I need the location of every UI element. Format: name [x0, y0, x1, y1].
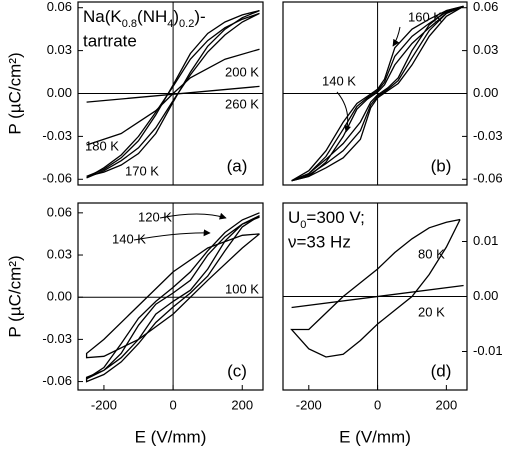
hysteresis-loop: [85, 233, 260, 359]
label-part: U: [288, 208, 300, 227]
plot-frame: [77, 202, 264, 391]
label-part: )-: [194, 7, 205, 26]
y-tick-label: 0.03: [473, 42, 498, 57]
curve-label: 120 K: [138, 209, 172, 224]
subscript: 0: [300, 219, 306, 231]
sample-label: Na(K0.8(NH4)0.2)-: [83, 7, 206, 29]
curve-label: 140 K: [322, 73, 356, 88]
x-tick-label: 200: [436, 397, 458, 412]
label-arrow: [159, 212, 227, 220]
sample-label: U0=300 V;: [288, 208, 365, 230]
y-tick-label: -0.03: [473, 128, 503, 143]
y-tick-label: 0.00: [47, 85, 72, 100]
y-tick-label: 0.00: [473, 288, 498, 303]
y-tick-label: -0.06: [42, 171, 72, 186]
label-arrow: [392, 26, 401, 47]
subscript: 0.2: [179, 18, 194, 30]
curve-label: 260 K: [225, 96, 259, 111]
y-axis-label: P (µC/cm²): [5, 52, 24, 134]
hysteresis-loop: [86, 85, 260, 103]
y-tick-label: -0.06: [42, 373, 72, 388]
panel-label: (a): [227, 156, 248, 175]
hysteresis-loop: [86, 9, 260, 178]
y-tick-label: 0.03: [47, 246, 72, 261]
x-tick-label: 0: [169, 397, 176, 412]
sample-label: tartrate: [83, 31, 137, 50]
curve-label: 20 K: [418, 304, 445, 319]
hysteresis-loop: [85, 212, 260, 383]
hysteresis-loop: [86, 48, 260, 146]
x-tick-label: 200: [231, 397, 253, 412]
x-tick-label: -200: [296, 397, 322, 412]
x-axis-label: E (V/mm): [339, 427, 411, 446]
y-tick-label: -0.03: [42, 331, 72, 346]
y-tick-label: 0.00: [47, 289, 72, 304]
panel-label: (b): [431, 156, 452, 175]
curve-label: 200 K: [225, 64, 259, 79]
y-tick-label: 0.06: [473, 0, 498, 14]
hysteresis-loop: [85, 215, 260, 380]
subscript: 4: [167, 18, 173, 30]
label-part: Na(K: [83, 7, 122, 26]
panel-label: (c): [227, 361, 247, 380]
y-tick-label: 0.06: [47, 204, 72, 219]
y-tick-label: 0.00: [473, 85, 498, 100]
sample-label: ν=33 Hz: [288, 232, 351, 251]
hysteresis-loop: [291, 284, 464, 309]
subscript: 0.8: [122, 18, 137, 30]
curve-label: 100 K: [225, 281, 259, 296]
label-part: =300 V;: [306, 208, 364, 227]
y-axis-label: P (µC/cm²): [5, 255, 24, 337]
x-tick-label: -200: [91, 397, 117, 412]
curve-label: 80 K: [418, 246, 445, 261]
curve-label: 180 K: [85, 138, 119, 153]
y-tick-label: 0.06: [47, 0, 72, 14]
curve-label: 140 K: [112, 231, 146, 246]
panel-label: (d): [431, 361, 452, 380]
y-tick-label: 0.01: [473, 233, 498, 248]
x-axis-label: E (V/mm): [135, 427, 207, 446]
y-tick-label: -0.06: [473, 171, 503, 186]
y-tick-label: 0.03: [47, 42, 72, 57]
curve-label: 160 K: [408, 9, 442, 24]
y-tick-label: -0.03: [42, 128, 72, 143]
y-tick-label: -0.01: [473, 343, 503, 358]
hysteresis-loop: [291, 5, 464, 182]
label-part: (NH: [137, 7, 167, 26]
label-part: ): [173, 7, 179, 26]
hysteresis-loop: [290, 218, 461, 358]
label-arrow: [336, 91, 352, 133]
label-arrow: [133, 229, 211, 241]
x-tick-label: 0: [374, 397, 381, 412]
curve-label: 170 K: [125, 163, 159, 178]
hysteresis-loop: [86, 12, 260, 179]
